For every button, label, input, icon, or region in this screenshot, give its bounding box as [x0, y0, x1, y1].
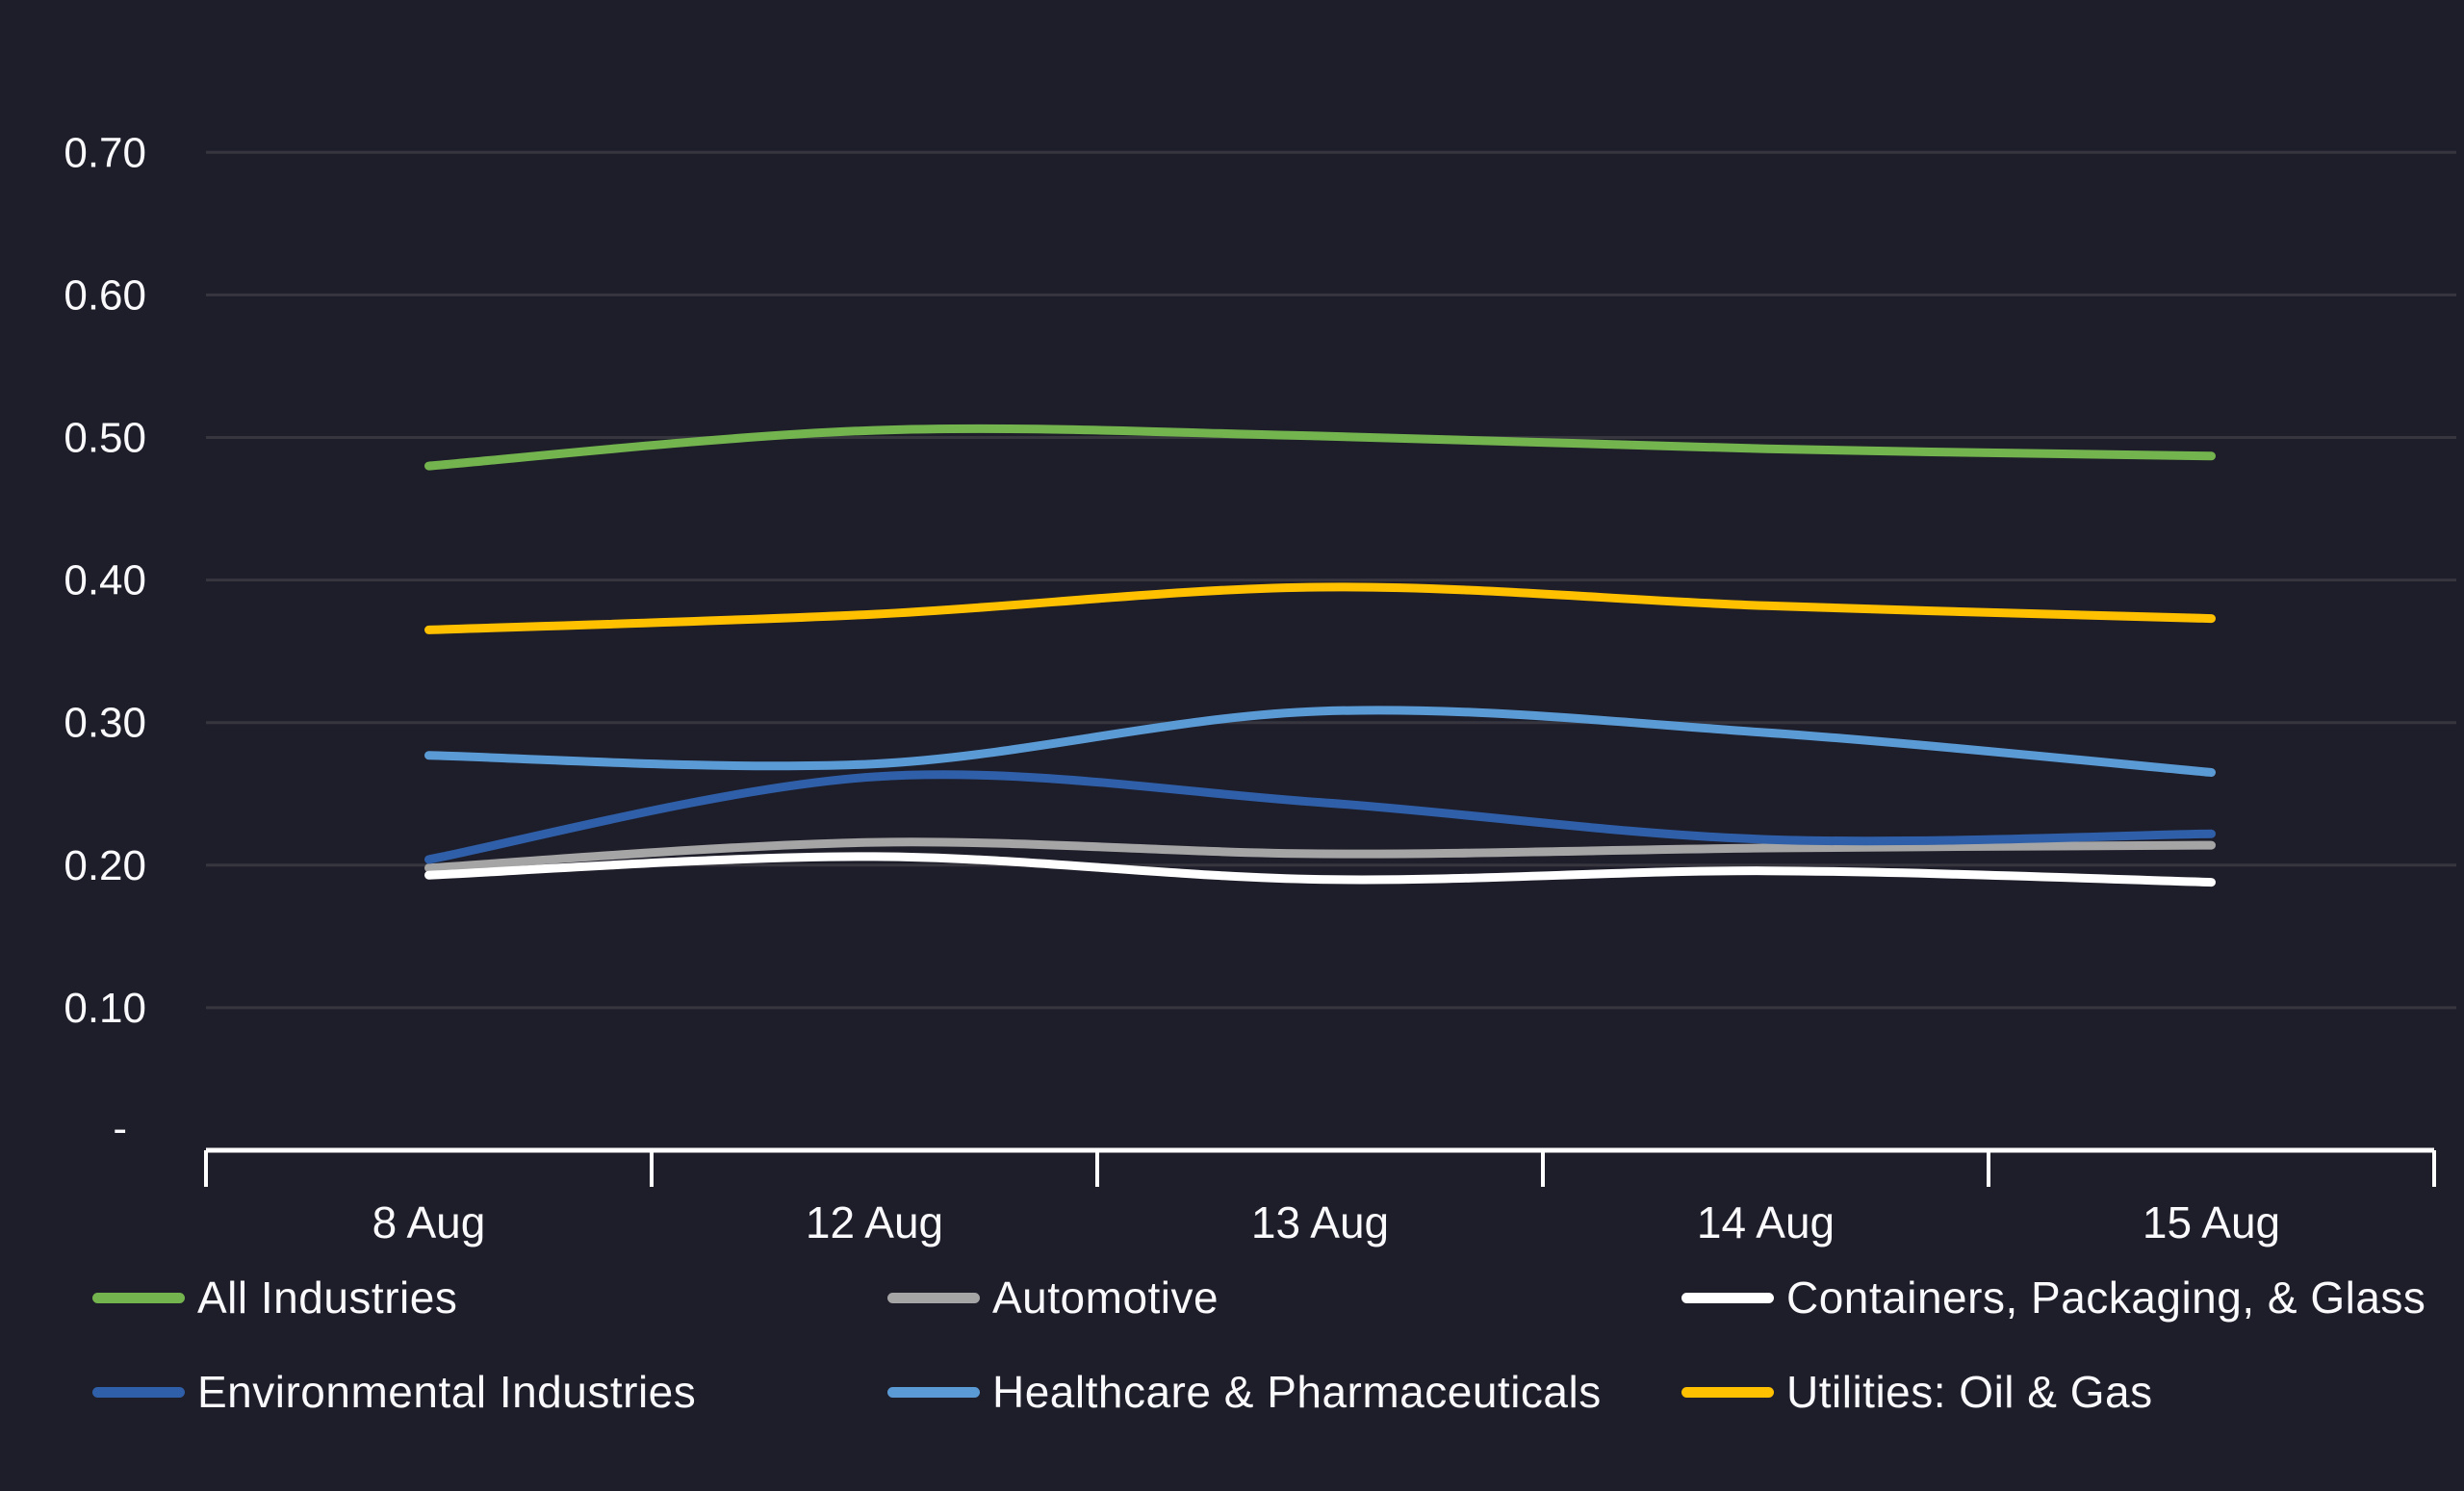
series-line-healthcare-pharmaceuticals[interactable]: [424, 706, 2216, 777]
series-line-environmental-industries[interactable]: [424, 770, 2216, 864]
legend-item-all-industries[interactable]: All Industries: [92, 1267, 457, 1328]
y-axis-tick-label: 0.10: [64, 985, 146, 1032]
x-axis-tick-label: 15 Aug: [2143, 1197, 2280, 1247]
x-axis-tick-label: 13 Aug: [1251, 1197, 1389, 1247]
legend-item-healthcare-pharmaceuticals[interactable]: Healthcare & Pharmaceuticals: [887, 1361, 1602, 1423]
y-axis-tick-label: 0.50: [64, 415, 146, 462]
legend-line-swatch: [92, 1386, 185, 1398]
y-axis-tick-label: 0.40: [64, 557, 146, 604]
y-axis-tick-label: -: [113, 1105, 127, 1152]
x-axis-tick-label: 12 Aug: [806, 1197, 943, 1247]
legend-line-swatch: [887, 1292, 980, 1303]
legend-line-swatch: [887, 1386, 980, 1398]
series-line-utilities-oil-gas[interactable]: [424, 582, 2216, 634]
series-line-all-industries[interactable]: [424, 424, 2216, 471]
legend-item-environmental-industries[interactable]: Environmental Industries: [92, 1361, 696, 1423]
legend-item-label: Utilities: Oil & Gas: [1786, 1367, 2153, 1417]
legend-item-label: Containers, Packaging, & Glass: [1786, 1272, 2426, 1323]
legend-item-label: Automotive: [992, 1272, 1219, 1323]
legend-item-label: All Industries: [197, 1272, 458, 1323]
legend-item-automotive[interactable]: Automotive: [887, 1267, 1219, 1328]
legend-line-swatch: [1681, 1386, 1774, 1398]
series-line-automotive[interactable]: [424, 837, 2216, 873]
series-line-containers-packaging-glass[interactable]: [424, 852, 2216, 887]
y-axis-tick-label: 0.20: [64, 842, 146, 889]
legend-item-utilities-oil-gas[interactable]: Utilities: Oil & Gas: [1681, 1361, 2153, 1423]
legend-line-swatch: [1681, 1292, 1774, 1303]
legend-item-label: Healthcare & Pharmaceuticals: [992, 1367, 1602, 1417]
legend-line-swatch: [92, 1292, 185, 1303]
legend-item-containers-packaging-glass[interactable]: Containers, Packaging, & Glass: [1681, 1267, 2426, 1328]
y-axis-tick-label: 0.70: [64, 129, 146, 176]
legend-item-label: Environmental Industries: [197, 1367, 697, 1417]
y-axis-tick-label: 0.60: [64, 271, 146, 319]
x-axis-tick-label: 14 Aug: [1697, 1197, 1835, 1247]
y-axis-tick-label: 0.30: [64, 700, 146, 747]
x-axis-tick-label: 8 Aug: [372, 1197, 486, 1247]
